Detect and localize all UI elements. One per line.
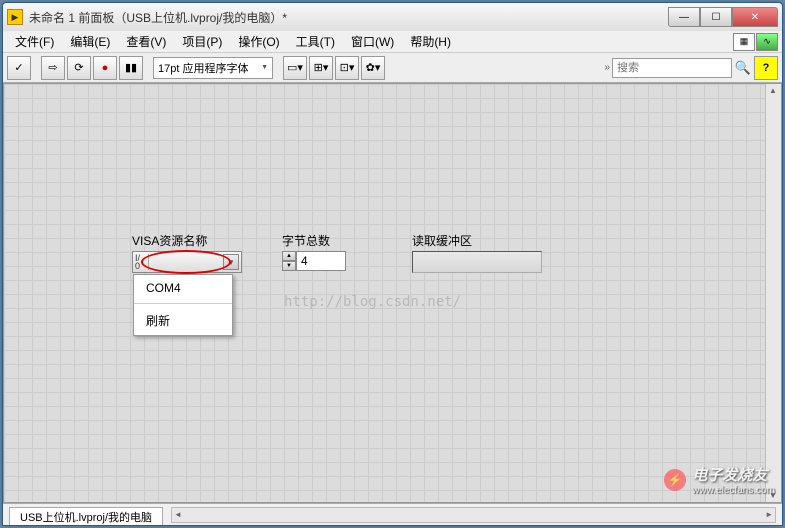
byte-count-input[interactable] [296, 251, 346, 271]
menu-edit[interactable]: 编辑(E) [62, 31, 118, 52]
buffer-indicator [412, 251, 542, 273]
front-panel-canvas[interactable]: VISA资源名称 I/ 0 ▼ COM4 刷新 字节总数 ▲ ▼ [3, 83, 782, 503]
toolbar: ✓ ⇨ ⟳ ● ▮▮ 17pt 应用程序字体 ▭▾ ⊞▾ ⊡▾ ✿▾ » 🔍 ? [3, 53, 782, 83]
abort-button[interactable]: ● [93, 56, 117, 80]
visa-io-icon: I/ 0 [135, 254, 149, 270]
status-tab[interactable]: USB上位机.lvproj/我的电脑 [9, 507, 163, 525]
watermark-brand: 电子发烧友 [692, 464, 775, 485]
align-button[interactable]: ▭▾ [283, 56, 307, 80]
byte-count-label: 字节总数 [282, 232, 346, 249]
menu-project[interactable]: 项目(P) [174, 31, 230, 52]
menu-view[interactable]: 查看(V) [118, 31, 174, 52]
annotation-circle [141, 250, 231, 274]
menu-help[interactable]: 帮助(H) [402, 31, 459, 52]
spin-down-button[interactable]: ▼ [282, 261, 296, 271]
run-button[interactable]: ⇨ [41, 56, 65, 80]
visa-combobox[interactable]: I/ 0 ▼ COM4 刷新 [132, 251, 242, 273]
font-selector[interactable]: 17pt 应用程序字体 [153, 57, 273, 79]
scope-icon[interactable]: ∿ [756, 33, 778, 51]
main-window: ▶ 未命名 1 前面板（USB上位机.lvproj/我的电脑）* — ☐ ✕ 文… [2, 2, 783, 526]
vertical-scrollbar[interactable] [765, 84, 781, 502]
search-input[interactable] [612, 58, 732, 78]
dropdown-item-refresh[interactable]: 刷新 [134, 306, 232, 335]
run-continuous-button[interactable]: ⟳ [67, 56, 91, 80]
search-icon[interactable]: 🔍 [732, 57, 754, 79]
menu-operate[interactable]: 操作(O) [230, 31, 287, 52]
visa-label: VISA资源名称 [132, 232, 242, 249]
resize-button[interactable]: ⊡▾ [335, 56, 359, 80]
grid-icon[interactable]: ▦ [733, 33, 755, 51]
app-icon: ▶ [7, 9, 23, 25]
chevron-down-icon[interactable]: ▼ [223, 254, 239, 270]
close-button[interactable]: ✕ [732, 7, 778, 27]
watermark-logo-icon: ⚡ [664, 469, 686, 491]
pause-button[interactable]: ▮▮ [119, 56, 143, 80]
statusbar: USB上位机.lvproj/我的电脑 [3, 503, 782, 525]
menu-tools[interactable]: 工具(T) [288, 31, 343, 52]
watermark-url: www.elecfans.com [692, 485, 775, 496]
read-buffer-control: 读取缓冲区 [412, 232, 542, 273]
buffer-label: 读取缓冲区 [412, 232, 542, 249]
check-button[interactable]: ✓ [7, 56, 31, 80]
menu-window[interactable]: 窗口(W) [343, 31, 402, 52]
byte-count-control: 字节总数 ▲ ▼ [282, 232, 346, 271]
window-title: 未命名 1 前面板（USB上位机.lvproj/我的电脑）* [29, 9, 668, 26]
titlebar[interactable]: ▶ 未命名 1 前面板（USB上位机.lvproj/我的电脑）* — ☐ ✕ [3, 3, 782, 31]
menubar: 文件(F) 编辑(E) 查看(V) 项目(P) 操作(O) 工具(T) 窗口(W… [3, 31, 782, 53]
horizontal-scrollbar[interactable] [171, 507, 776, 523]
reorder-button[interactable]: ✿▾ [361, 56, 385, 80]
window-controls: — ☐ ✕ [668, 7, 778, 27]
help-button[interactable]: ? [754, 56, 778, 80]
dropdown-item-com4[interactable]: COM4 [134, 275, 232, 301]
maximize-button[interactable]: ☐ [700, 7, 732, 27]
minimize-button[interactable]: — [668, 7, 700, 27]
distribute-button[interactable]: ⊞▾ [309, 56, 333, 80]
menu-file[interactable]: 文件(F) [7, 31, 62, 52]
spin-up-button[interactable]: ▲ [282, 251, 296, 261]
visa-dropdown-menu: COM4 刷新 [133, 274, 233, 336]
watermark-text: http://blog.csdn.net/ [284, 294, 461, 310]
numeric-spinner: ▲ ▼ [282, 251, 296, 271]
visa-resource-control: VISA资源名称 I/ 0 ▼ COM4 刷新 [132, 232, 242, 273]
footer-watermark: ⚡ 电子发烧友 www.elecfans.com [664, 464, 775, 496]
